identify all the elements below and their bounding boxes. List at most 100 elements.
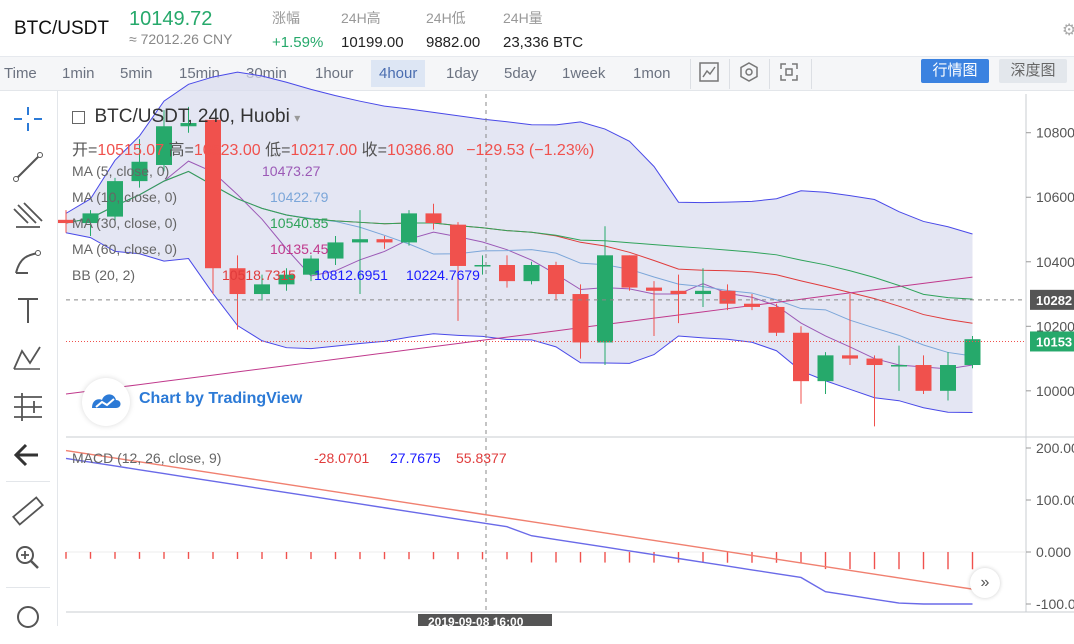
timeframe-5min[interactable]: 5min	[120, 65, 153, 82]
candle[interactable]	[278, 268, 295, 291]
candle-body	[82, 213, 99, 224]
candle[interactable]	[621, 255, 638, 291]
candle-body	[548, 265, 564, 295]
indicator-value: 10540.85	[270, 215, 329, 231]
ma30-legend[interactable]: MA (30, close, 0) 10540.85	[72, 215, 328, 231]
close-value: 10386.80	[387, 142, 454, 159]
text-tool-icon[interactable]	[8, 293, 48, 329]
candle[interactable]	[940, 352, 956, 401]
chart-type-icon[interactable]	[698, 61, 720, 83]
candle-body	[352, 239, 368, 243]
candle[interactable]	[744, 294, 760, 311]
timeframe-time[interactable]: Time	[4, 65, 37, 82]
candle-body	[156, 126, 172, 165]
candle[interactable]	[450, 222, 466, 321]
timeframe-1week[interactable]: 1week	[562, 65, 606, 82]
candles[interactable]	[58, 106, 981, 427]
candle-body	[866, 358, 883, 366]
crosshair-price-label: 10282	[1036, 293, 1072, 308]
timeframe-1min[interactable]: 1min	[62, 65, 95, 82]
candle[interactable]	[915, 355, 932, 395]
macd-pane[interactable]: 200.000 100.000 0.000 -100.000	[65, 440, 1074, 612]
candle[interactable]	[891, 345, 907, 391]
chevron-down-icon[interactable]: ▾	[294, 111, 301, 125]
timeframe-1day[interactable]: 1day	[446, 65, 479, 82]
volume-stat: 24H量 23,336 BTC	[503, 8, 583, 51]
macd-label: MACD (12, 26, close, 9)	[72, 450, 222, 466]
candle[interactable]	[695, 268, 711, 307]
candle[interactable]	[205, 119, 221, 295]
macd-legend[interactable]: MACD (12, 26, close, 9) -28.0701 27.7675…	[72, 450, 507, 466]
candle[interactable]	[866, 355, 883, 427]
symbol-title[interactable]: BTC/USDT	[14, 18, 109, 39]
candle[interactable]	[254, 274, 270, 301]
candle[interactable]	[107, 177, 123, 224]
candle[interactable]	[303, 255, 319, 282]
chart-svg[interactable]: 200.000100.0000.000-100.000 108001060010…	[0, 0, 1074, 626]
change-value: −129.53 (−1.23%)	[466, 142, 595, 159]
indicator-value: 10422.79	[270, 189, 329, 205]
candle[interactable]	[58, 210, 74, 233]
fib-tool-icon[interactable]	[8, 197, 48, 233]
last-price-badge	[1030, 331, 1074, 352]
candle[interactable]	[401, 210, 417, 246]
candle[interactable]	[474, 255, 491, 275]
candle[interactable]	[793, 326, 809, 404]
zoom-in-icon[interactable]	[8, 539, 48, 575]
indicator-value: 10473.27	[262, 163, 321, 179]
collapse-icon[interactable]	[72, 111, 85, 125]
bb-upper-line	[65, 71, 973, 235]
market-chart-button[interactable]: 行情图	[921, 59, 989, 83]
candle[interactable]	[156, 110, 172, 172]
scroll-right-button[interactable]: »	[970, 568, 1000, 598]
macd-hist-value: -28.0701	[314, 450, 370, 466]
candle[interactable]	[499, 255, 515, 288]
candle[interactable]	[817, 352, 834, 395]
open-value: 10515.07	[97, 142, 165, 159]
fullscreen-icon[interactable]	[778, 61, 800, 83]
candle[interactable]	[523, 261, 540, 285]
candle[interactable]	[229, 255, 246, 330]
candle-body	[376, 239, 393, 243]
ma60-legend[interactable]: MA (60, close, 0) 10135.45	[72, 241, 328, 257]
pattern-tool-icon[interactable]	[8, 341, 48, 377]
bb-legend[interactable]: BB (20, 2) 10518.7315 10812.6951 10224.7…	[72, 267, 480, 283]
timeframe-4hour[interactable]: 4hour	[371, 60, 426, 87]
candle[interactable]	[572, 284, 589, 359]
timeframe-1mon[interactable]: 1mon	[633, 65, 671, 82]
candle[interactable]	[670, 274, 687, 324]
crosshair-tool-icon[interactable]	[8, 101, 48, 137]
candle[interactable]	[768, 303, 785, 336]
candle[interactable]	[352, 210, 368, 295]
candle[interactable]	[719, 284, 736, 311]
candle[interactable]	[327, 235, 344, 265]
candle[interactable]	[964, 335, 981, 369]
candle[interactable]	[646, 281, 662, 336]
timeframe-5day[interactable]: 5day	[504, 65, 537, 82]
brush-tool-icon[interactable]	[8, 245, 48, 281]
prediction-tool-icon[interactable]	[8, 389, 48, 425]
price-tick-label: 10400	[1036, 254, 1074, 270]
ma10-legend[interactable]: MA (10, close, 0) 10422.79	[72, 189, 328, 205]
candle[interactable]	[180, 106, 197, 133]
ruler-tool-icon[interactable]	[8, 493, 48, 529]
bb-upper-value: 10812.6951	[314, 267, 388, 283]
trendline-tool-icon[interactable]	[8, 149, 48, 185]
macd-line	[65, 457, 973, 605]
candle[interactable]	[376, 235, 393, 249]
ma5-legend[interactable]: MA (5, close, 0) 10473.27	[72, 163, 320, 179]
candle[interactable]	[131, 139, 148, 188]
candle[interactable]	[82, 210, 99, 236]
candle[interactable]	[548, 261, 564, 301]
low-label: 低=	[265, 142, 291, 159]
candle[interactable]	[425, 203, 442, 230]
timeframe-1hour[interactable]: 1hour	[315, 65, 354, 82]
indicators-icon[interactable]	[738, 61, 760, 83]
candle[interactable]	[597, 226, 613, 366]
candle-body	[891, 365, 907, 367]
remove-tools-icon[interactable]	[8, 437, 48, 473]
depth-chart-button[interactable]: 深度图	[999, 59, 1067, 83]
low-value: 10217.00	[290, 142, 358, 159]
candle[interactable]	[842, 294, 858, 366]
settings-icon[interactable]: ⚙	[1062, 22, 1074, 39]
